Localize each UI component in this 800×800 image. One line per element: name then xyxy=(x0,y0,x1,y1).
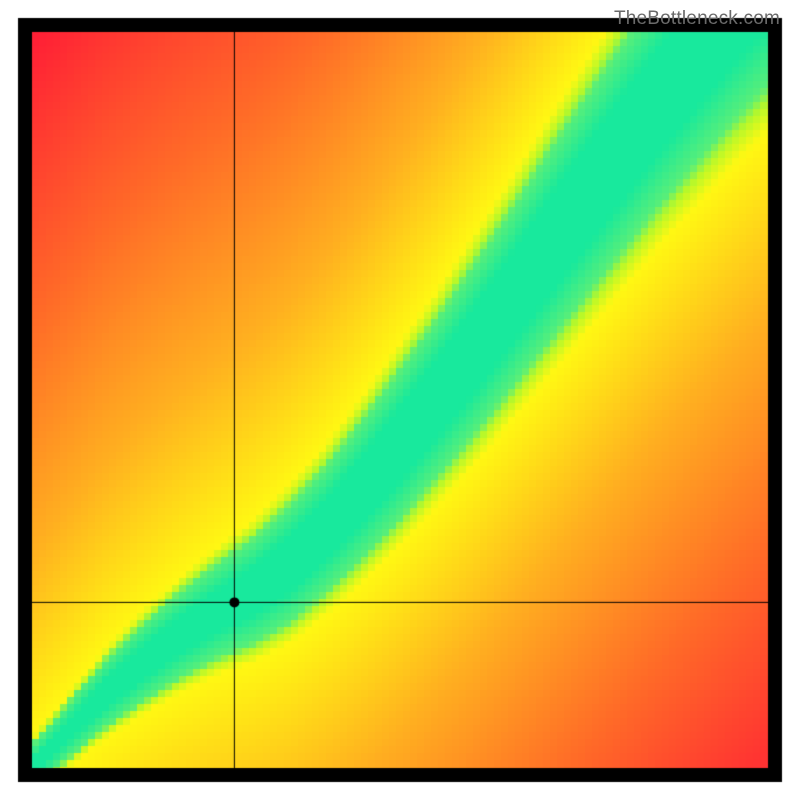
heatmap-canvas xyxy=(0,0,800,800)
watermark-label: TheBottleneck.com xyxy=(614,8,780,30)
chart-container: TheBottleneck.com xyxy=(0,0,800,800)
